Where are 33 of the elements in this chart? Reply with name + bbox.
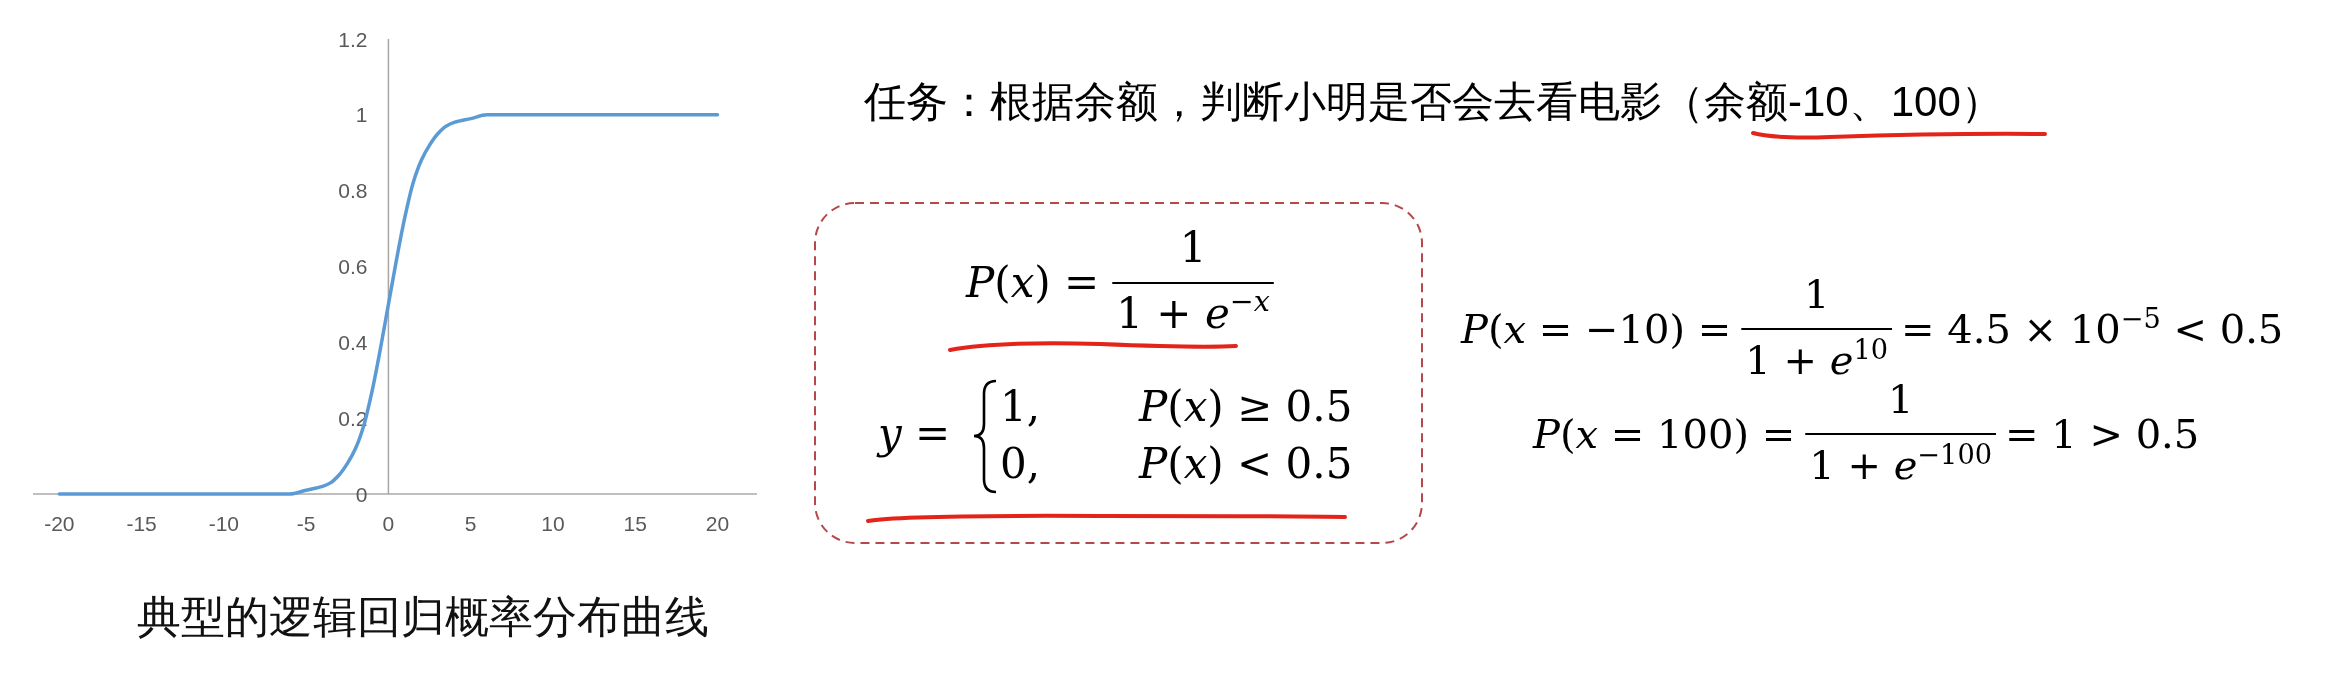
- annotation: P(x) < 0.5: [1139, 439, 1353, 488]
- annotation: 任务：根据余额，判断小明是否会去看电影（余额-10、100）: [864, 78, 2003, 125]
- annotation: 1: [1803, 271, 1830, 317]
- annotation: P(x) =: [966, 258, 1100, 307]
- annotation: 1,: [1000, 382, 1041, 431]
- y-tick-label: 0.6: [338, 255, 368, 278]
- x-tick-label: 0: [382, 511, 395, 535]
- x-tick-label: 10: [541, 511, 565, 535]
- y-tick-label: 0: [355, 482, 368, 506]
- y-tick-label: 1.2: [338, 27, 368, 51]
- x-tick-label: 15: [623, 511, 647, 535]
- annotation: 1 + e$^{10}$: [1745, 333, 1888, 383]
- annotation: 1: [1887, 376, 1914, 422]
- y-tick-label: 1: [355, 103, 368, 127]
- x-tick-label: 5: [464, 511, 477, 535]
- annotation: P(x = −10) =: [1461, 306, 1732, 352]
- annotation: = 4.5 × 10$^{−5}$ < 0.5: [1901, 302, 2284, 352]
- annotation: 1 + e$^{−x}$: [1116, 284, 1270, 338]
- annotation: 1 + e$^{−100}$: [1809, 438, 1992, 488]
- title: 典型的逻辑回归概率分布曲线: [137, 592, 709, 641]
- y-tick-label: 0.4: [338, 330, 368, 354]
- annotation: = 1 > 0.5: [2005, 411, 2200, 457]
- x-tick-label: -5: [296, 511, 316, 535]
- annotation: 1: [1179, 223, 1207, 272]
- x-tick-label: -20: [44, 511, 75, 535]
- x-tick-label: -10: [208, 511, 240, 535]
- annotation: P(x) ≥ 0.5: [1139, 382, 1353, 431]
- y-tick-label: 0.8: [338, 179, 368, 203]
- annotation: P(x = 100) =: [1533, 411, 1796, 457]
- x-tick-label: -15: [126, 511, 157, 535]
- annotation: 0,: [1000, 439, 1041, 488]
- annotation: y =: [878, 409, 951, 458]
- x-tick-label: 20: [705, 511, 730, 535]
